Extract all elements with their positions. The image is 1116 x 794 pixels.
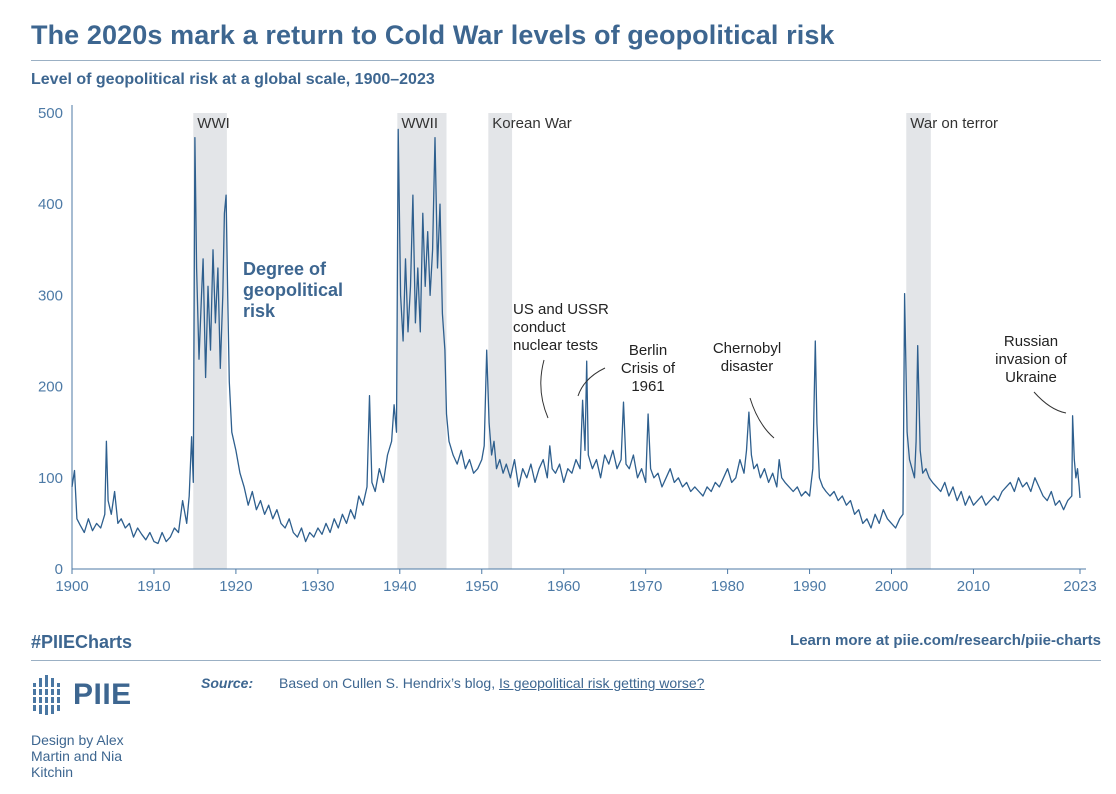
- x-tick-label: 2010: [957, 578, 990, 595]
- y-tick-label: 300: [38, 287, 63, 304]
- annotation-nuclear-text: US and USSR conduct nuclear tests: [513, 301, 609, 354]
- conflict-band-label: Korean War: [492, 115, 571, 132]
- page-title: The 2020s mark a return to Cold War leve…: [31, 20, 835, 50]
- chart-axes: 0 100 200 300 400 500 1900 1910 1920 1930 1940 1950…: [38, 105, 1097, 595]
- annotation-ukraine-text: Russian invasion of Ukraine: [995, 333, 1068, 386]
- source-note: Source: Based on Cullen S. Hendrix’s blo…: [201, 675, 704, 691]
- chart-subtitle: Level of geopolitical risk at a global s…: [31, 71, 435, 88]
- x-tick-label: 1960: [547, 578, 580, 595]
- title-divider: [31, 60, 1101, 61]
- x-tick-label: 1950: [465, 578, 498, 595]
- annotation-nuclear-leader: [540, 359, 549, 419]
- x-tick-label: 1970: [629, 578, 662, 595]
- annotation-berlin-leader: [577, 367, 606, 397]
- conflict-band: [906, 113, 931, 569]
- hashtag-label: #PIIECharts: [31, 632, 133, 652]
- x-tick-label: 1910: [137, 578, 170, 595]
- footer-divider: [31, 660, 1101, 661]
- source-text: Based on Cullen S. Hendrix’s blog,: [279, 675, 496, 691]
- chart-labels: WWI WWII Korean War War on terror Degree of g…: [197, 115, 1068, 439]
- conflict-band-label: WWII: [401, 115, 438, 132]
- x-tick-label: 1930: [301, 578, 334, 595]
- source-label: Source:: [201, 675, 254, 691]
- piie-logo: PIIE: [31, 675, 132, 715]
- risk-series-line: [71, 128, 1081, 545]
- piie-logo-text: PIIE: [73, 678, 132, 711]
- x-tick-label: 2023: [1063, 578, 1096, 595]
- conflict-band: [397, 113, 447, 569]
- y-tick-label: 500: [38, 105, 63, 122]
- x-tick-label: 1980: [711, 578, 744, 595]
- annotation-chernobyl-text: Chernobyl disaster: [713, 340, 781, 375]
- piie-logo-icon: [31, 675, 65, 715]
- y-tick-label: 400: [38, 196, 63, 213]
- x-tick-label: 1940: [383, 578, 416, 595]
- y-tick-label: 100: [38, 470, 63, 487]
- y-tick-label: 200: [38, 379, 63, 396]
- y-tick-label: 0: [55, 561, 63, 578]
- annotation-ukraine-leader: [1033, 391, 1067, 414]
- conflict-band-label: War on terror: [910, 115, 998, 132]
- annotation-chernobyl-leader: [749, 397, 775, 439]
- learn-more-link[interactable]: Learn more at piie.com/research/piie-cha…: [790, 632, 1101, 649]
- series-label: Degree of geopolitical risk: [243, 259, 343, 321]
- series-layer: [71, 128, 1081, 545]
- x-tick-label: 1990: [793, 578, 826, 595]
- source-link[interactable]: Is geopolitical risk getting worse?: [499, 675, 705, 691]
- conflict-band-label: WWI: [197, 115, 229, 132]
- x-tick-label: 2000: [875, 578, 908, 595]
- design-credit: Design by Alex Martin and Nia Kitchin: [31, 732, 124, 780]
- conflict-band: [488, 113, 513, 569]
- annotation-berlin-text: Berlin Crisis of 1961: [621, 342, 676, 395]
- x-tick-label: 1900: [55, 578, 88, 595]
- x-tick-label: 1920: [219, 578, 252, 595]
